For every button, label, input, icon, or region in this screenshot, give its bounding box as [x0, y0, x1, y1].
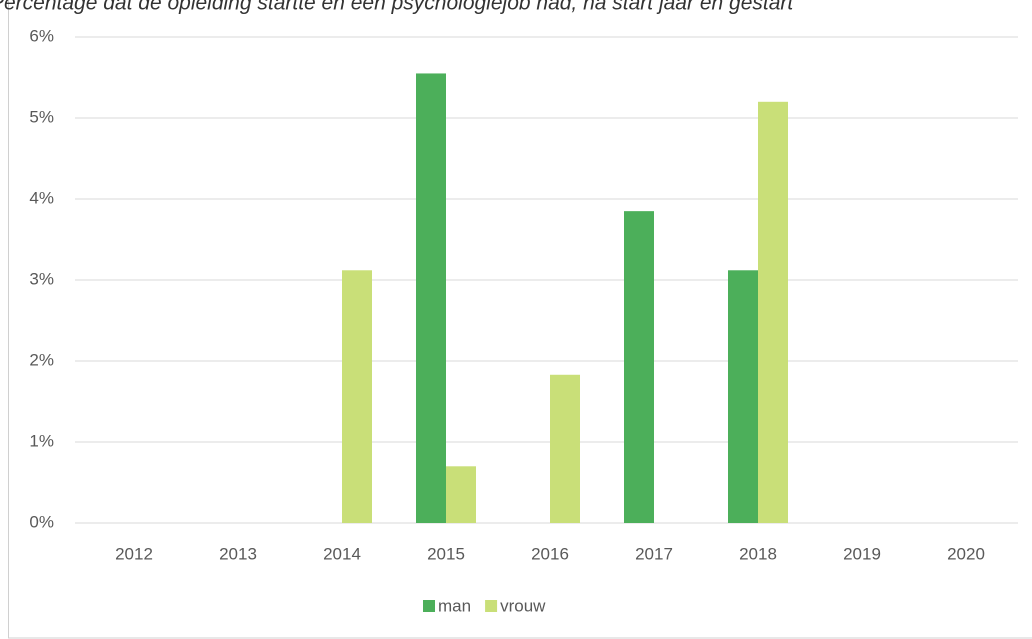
x-tick-label: 2014 — [323, 544, 361, 563]
x-tick-label: 2020 — [947, 544, 985, 563]
bar — [550, 374, 580, 523]
bar — [446, 466, 476, 523]
legend-swatch — [485, 600, 498, 612]
bar — [728, 270, 758, 523]
y-tick-label: 5% — [29, 107, 54, 126]
y-tick-label: 0% — [29, 512, 54, 531]
y-tick-label: 4% — [29, 188, 54, 207]
x-tick-label: 2016 — [531, 544, 569, 563]
chart-frame — [8, 0, 1032, 639]
legend-label: vrouw — [500, 596, 546, 615]
x-tick-label: 2017 — [635, 544, 673, 563]
bar — [624, 211, 654, 523]
legend-swatch — [423, 600, 435, 612]
x-tick-label: 2018 — [739, 544, 777, 563]
y-tick-label: 1% — [29, 431, 54, 450]
bar — [416, 73, 446, 523]
x-tick-label: 2019 — [843, 544, 881, 563]
x-tick-label: 2013 — [219, 544, 257, 563]
y-tick-label: 6% — [29, 26, 54, 45]
chart-title: Percentage dat de opleiding startte en e… — [0, 0, 794, 15]
bar — [342, 270, 372, 523]
y-tick-label: 3% — [29, 269, 54, 288]
y-tick-label: 2% — [29, 350, 54, 369]
x-tick-label: 2015 — [427, 544, 465, 563]
x-tick-label: 2012 — [115, 544, 153, 563]
legend-label: man — [438, 596, 471, 615]
bar — [758, 101, 788, 524]
